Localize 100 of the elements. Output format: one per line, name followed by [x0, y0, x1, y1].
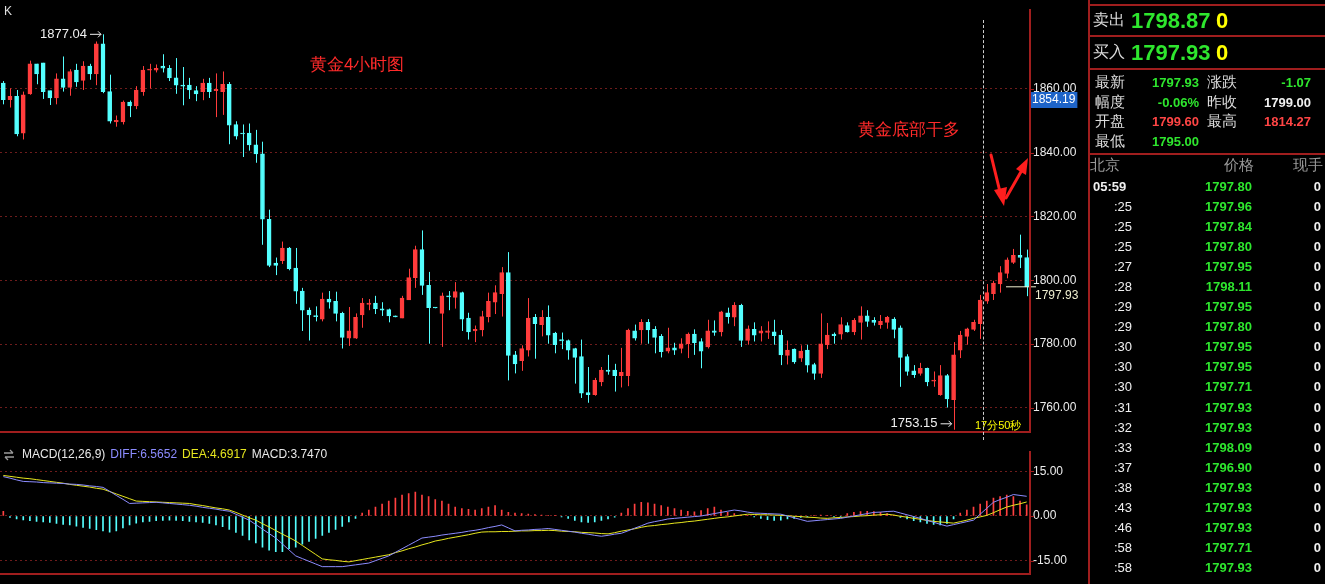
- text: 1798.11: [1204, 279, 1252, 295]
- y-tick-label: 15.00: [1033, 463, 1064, 478]
- text: 0: [1312, 238, 1321, 254]
- text: 北京: [1090, 156, 1121, 175]
- text: 0: [1312, 520, 1321, 536]
- text: 1798.87: [1131, 7, 1212, 34]
- text: 0: [1312, 359, 1321, 375]
- text: 0: [1312, 319, 1321, 335]
- text: :32: [1112, 419, 1132, 435]
- chart-title: MACD(12,26,9): [22, 447, 106, 462]
- text: :31: [1112, 399, 1132, 415]
- text: :30: [1112, 339, 1132, 355]
- text: 0: [1312, 419, 1321, 435]
- text: 1798.09: [1204, 439, 1252, 455]
- text: 0: [1312, 459, 1321, 475]
- text: 昨收: [1206, 92, 1238, 112]
- annotation: MACD:3.7470: [251, 447, 328, 462]
- text: 0: [1312, 560, 1321, 576]
- y-tick-label: 1780.00: [1033, 336, 1077, 351]
- text: 0: [1312, 299, 1321, 315]
- annotation: K: [4, 4, 13, 19]
- text: :58: [1112, 540, 1132, 556]
- text: :30: [1112, 379, 1132, 395]
- text: :33: [1112, 439, 1132, 455]
- text: 1795.00: [1151, 133, 1200, 149]
- text: 1797.96: [1204, 198, 1252, 214]
- text: 1797.80: [1204, 178, 1252, 194]
- text: 1797.93: [1204, 520, 1252, 536]
- text: 卖出: [1093, 10, 1126, 30]
- text: 1797.71: [1204, 540, 1252, 556]
- text: 0: [1312, 540, 1321, 556]
- text: :46: [1112, 520, 1132, 536]
- text: 1796.90: [1204, 459, 1252, 475]
- text: :27: [1112, 258, 1132, 274]
- text: :37: [1112, 459, 1132, 475]
- text: 1799.60: [1151, 114, 1200, 130]
- y-tick-label: 1820.00: [1033, 208, 1077, 223]
- text: 0: [1312, 198, 1321, 214]
- annotation: 1877.04: [40, 25, 87, 41]
- text: 0: [1312, 178, 1321, 194]
- text: :25: [1112, 218, 1132, 234]
- text: 0: [1312, 218, 1321, 234]
- text: 1797.93: [1204, 399, 1252, 415]
- text: 0: [1312, 500, 1321, 516]
- annotation: 黄金4小时图: [310, 54, 405, 74]
- text: 最新: [1095, 73, 1126, 93]
- text: :29: [1112, 319, 1132, 335]
- text: :38: [1112, 479, 1132, 495]
- text: 1797.80: [1204, 238, 1252, 254]
- text: 开盘: [1095, 112, 1126, 132]
- text: 最低: [1095, 131, 1126, 151]
- text: 1797.93: [1204, 500, 1252, 516]
- text: :28: [1112, 279, 1132, 295]
- text: 0: [1312, 339, 1321, 355]
- text: :43: [1112, 500, 1132, 516]
- text: 05:59: [1092, 178, 1128, 194]
- text: 0: [1312, 258, 1321, 274]
- text: 1797.93: [1131, 39, 1212, 66]
- text: 1797.95: [1204, 299, 1252, 315]
- text: 1797.80: [1204, 319, 1252, 335]
- text: 1797.93: [1204, 419, 1252, 435]
- text: 买入: [1093, 42, 1126, 62]
- text: 0: [1216, 7, 1229, 34]
- text: 1797.95: [1204, 339, 1252, 355]
- text: 涨跌: [1206, 73, 1238, 93]
- text: 1797.71: [1204, 379, 1252, 395]
- y-tick-label: -15.00: [1033, 553, 1068, 567]
- text: 1797.93: [1204, 479, 1252, 495]
- text: :29: [1112, 299, 1132, 315]
- text: 1797.84: [1204, 218, 1252, 234]
- text: 0: [1312, 279, 1321, 295]
- text: 0: [1312, 479, 1321, 495]
- text: 1854.19: [1032, 92, 1076, 107]
- y-tick-label: 1800.00: [1033, 272, 1077, 287]
- text: 现手: [1292, 156, 1323, 175]
- text: 0: [1312, 379, 1321, 395]
- text: 幅度: [1095, 92, 1126, 112]
- text: 0: [1312, 399, 1321, 415]
- text: :30: [1112, 359, 1132, 375]
- text: -1.07: [1280, 75, 1312, 91]
- annotation: DIFF:6.5652: [110, 447, 178, 462]
- y-tick-label: 1840.00: [1033, 144, 1077, 159]
- text: :58: [1112, 560, 1132, 576]
- text: 0: [1312, 439, 1321, 455]
- y-tick-label: 1760.00: [1033, 400, 1077, 415]
- text: 0: [1216, 39, 1229, 66]
- text: 1797.93: [1204, 560, 1252, 576]
- text: 价格: [1223, 156, 1254, 175]
- text: 1797.95: [1204, 359, 1252, 375]
- text: -0.06%: [1156, 94, 1200, 110]
- ref-line-label: 1797.93: [1035, 288, 1079, 303]
- annotation: 1753.15: [890, 415, 938, 431]
- text: 1814.27: [1263, 114, 1312, 130]
- text: :25: [1112, 238, 1132, 254]
- text: 1799.00: [1263, 94, 1312, 110]
- text: :25: [1112, 198, 1132, 214]
- annotation: DEA:4.6917: [182, 447, 248, 462]
- text: 1797.93: [1151, 75, 1200, 91]
- text: 最高: [1206, 112, 1238, 132]
- y-tick-label: 0.00: [1033, 508, 1057, 523]
